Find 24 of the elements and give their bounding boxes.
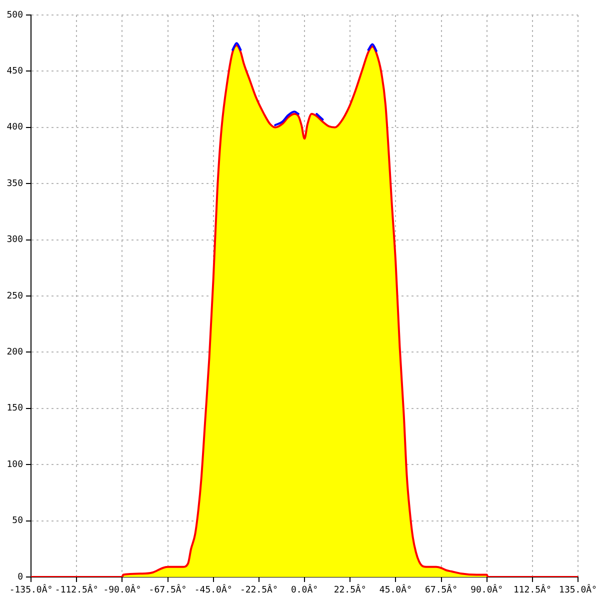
x-tick-label: -112.5Â°	[54, 584, 98, 596]
x-tick-label: -135.0Â°	[9, 584, 53, 596]
x-tick-label: 0.0Â°	[290, 584, 318, 596]
x-tick-label: 90.0Â°	[470, 584, 504, 596]
y-tick-label: 500	[6, 10, 23, 20]
y-tick-label: 150	[6, 404, 23, 414]
y-tick-label: 200	[6, 348, 23, 358]
x-tick-label: -90.0Â°	[103, 584, 142, 596]
y-tick-label: 50	[12, 516, 23, 526]
y-tick-label: 100	[6, 460, 23, 470]
y-tick-label: 250	[6, 291, 23, 302]
y-tick-label: 450	[6, 66, 23, 77]
x-tick-label: 135.0Â°	[559, 584, 597, 596]
y-tick-label: 350	[6, 178, 23, 189]
y-tick-label: 0	[18, 572, 23, 582]
x-tick-label: -67.5Â°	[148, 584, 187, 596]
x-tick-label: 67.5Â°	[424, 584, 458, 596]
x-tick-label: -22.5Â°	[240, 584, 278, 596]
y-tick-label: 400	[6, 122, 23, 133]
x-tick-label: -45.0Â°	[194, 584, 232, 596]
x-tick-label: 22.5Â°	[334, 584, 366, 596]
x-tick-label: 112.5Â°	[513, 584, 552, 596]
y-tick-label: 300	[6, 235, 23, 246]
x-tick-label: 45.0Â°	[379, 584, 412, 596]
